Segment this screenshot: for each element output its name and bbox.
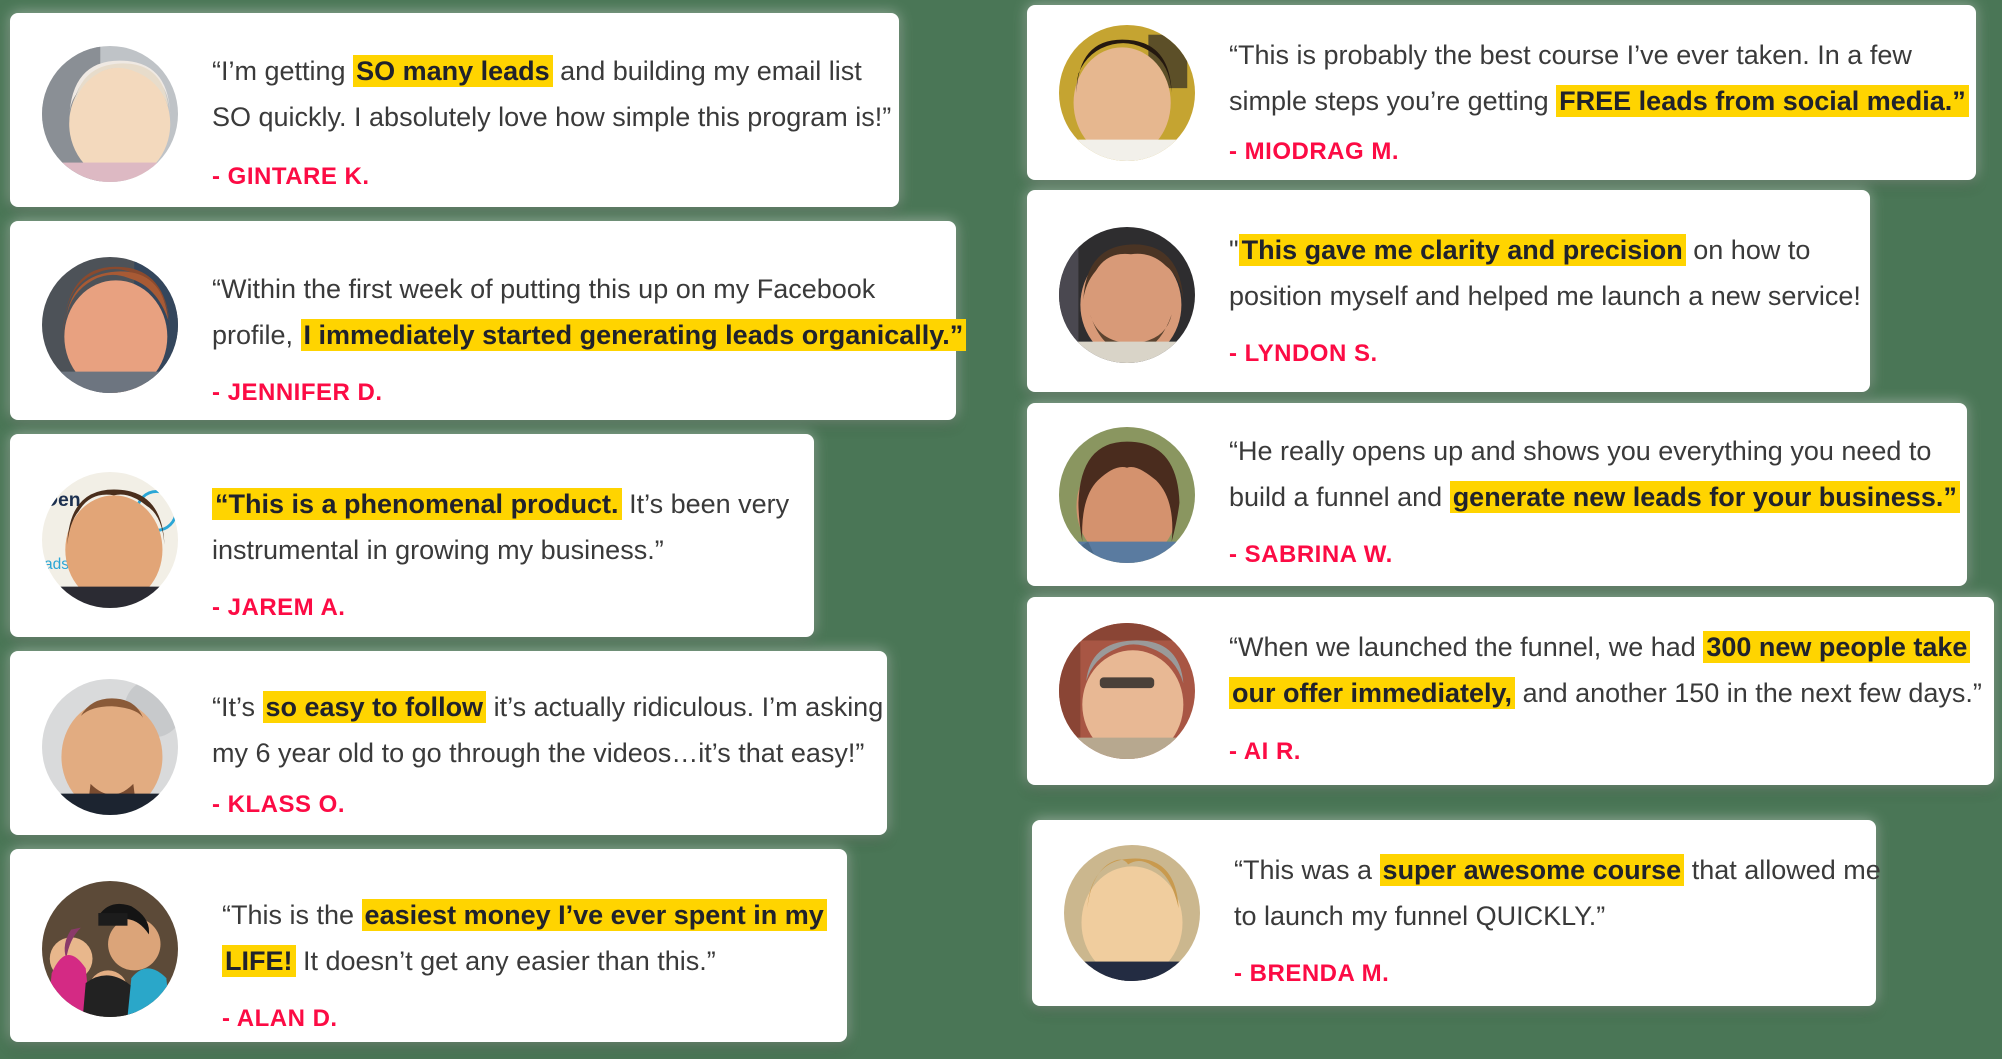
svg-text:Den: Den [44, 489, 81, 511]
svg-text:ads: ads [44, 556, 69, 573]
